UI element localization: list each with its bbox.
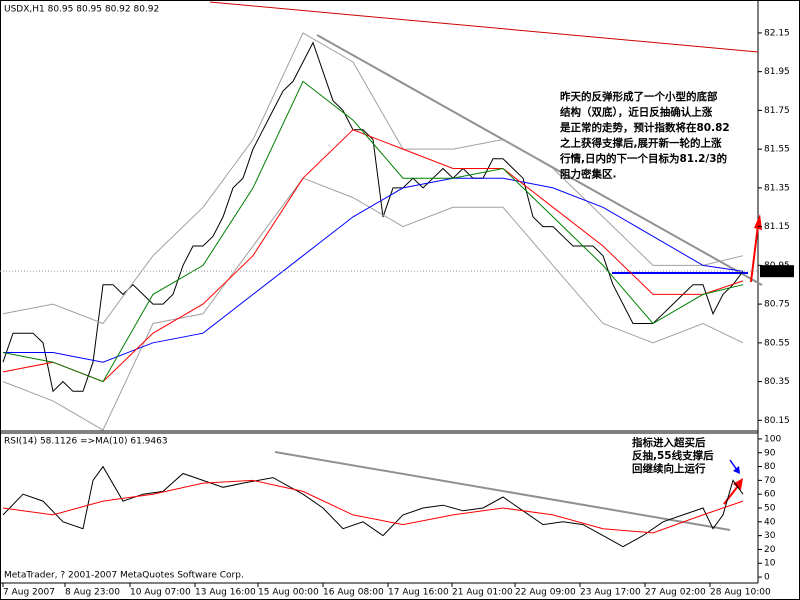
- y-tick-label: 60: [764, 490, 776, 500]
- chart-title: USDX,H1 80.95 80.95 80.92 80.92: [4, 5, 159, 15]
- y-tick-label: 20: [764, 545, 776, 555]
- y-tick-label: 10: [764, 559, 776, 569]
- y-tick-label: 81.35: [764, 183, 790, 193]
- arrow: [750, 224, 759, 283]
- arrow: [729, 459, 738, 471]
- x-tick-label: 22 Aug 09:00: [515, 588, 576, 598]
- annotation: 是正常的走势，预计指数将在80.82: [559, 121, 730, 134]
- footer: MetaTrader, ? 2001-2007 MetaQuotes Softw…: [4, 571, 244, 581]
- y-tick-label: 80.15: [764, 416, 790, 426]
- y-tick-label: 80: [764, 462, 776, 472]
- arrow-head: [754, 214, 762, 230]
- series-line: [2, 177, 744, 431]
- series-line: [2, 465, 744, 548]
- series-line: [3, 177, 744, 363]
- arrow: [723, 485, 739, 505]
- x-tick-label: 7 Aug 2007: [3, 588, 55, 598]
- x-tick-label: 28 Aug 10:00: [710, 588, 771, 598]
- x-tick-label: 8 Aug 23:00: [65, 588, 120, 598]
- x-tick-label: 15 Aug 00:00: [258, 588, 319, 598]
- y-tick-label: 80.75: [764, 300, 790, 310]
- annotation: 结构（双底），近日反抽确认上涨: [560, 106, 713, 119]
- y-tick-label: 81.95: [764, 67, 790, 77]
- annotation: 昨天的反弹形成了一个小型的底部: [560, 90, 718, 103]
- x-tick-label: 16 Aug 08:00: [323, 588, 384, 598]
- series-line: [2, 32, 744, 325]
- annotation: 阻力密集区.: [560, 168, 617, 181]
- y-tick-label: 82.15: [764, 28, 790, 38]
- x-tick-label: 23 Aug 17:00: [580, 588, 641, 598]
- trend-line: [209, 1, 759, 53]
- x-tick-label: 13 Aug 16:00: [195, 588, 256, 598]
- y-tick-label: 30: [764, 531, 776, 541]
- x-tick-label: 27 Aug 02:00: [645, 588, 706, 598]
- indicator-title: RSI(14) 58.1126 =>MA(10) 61.9463: [4, 437, 168, 447]
- annotation: 之上获得支撑后,展开新一轮的上涨: [560, 137, 722, 150]
- y-tick-label: 70: [764, 476, 776, 486]
- y-tick-label: 50: [764, 504, 776, 514]
- y-tick-label: 81.75: [764, 106, 790, 116]
- arrow-head: [733, 478, 743, 490]
- y-tick-label: 81.15: [764, 222, 790, 232]
- annotation: 指标进入超买后: [632, 436, 706, 449]
- y-tick-label: 90: [764, 448, 776, 458]
- y-tick-label: 0: [764, 573, 770, 583]
- x-tick-label: 21 Aug 01:00: [452, 588, 513, 598]
- series-line: [2, 80, 744, 383]
- y-tick-label: 80.55: [764, 338, 790, 348]
- annotation: 反抽,55线支撑后: [632, 449, 714, 462]
- last-price-label: 80.92: [762, 267, 788, 277]
- trend-line: [274, 451, 731, 531]
- arrow-head: [733, 466, 740, 474]
- last-price-box: [760, 265, 794, 278]
- y-tick-label: 40: [764, 517, 776, 527]
- series-line: [2, 129, 744, 383]
- x-tick-label: 17 Aug 16:00: [388, 588, 449, 598]
- series-line: [2, 479, 744, 534]
- y-tick-label: 100: [764, 434, 781, 444]
- annotation: 行情,日内的下一个目标为81.2/3的: [559, 152, 727, 165]
- y-tick-label: 80.35: [764, 377, 790, 387]
- y-tick-label: 81.55: [764, 145, 790, 155]
- x-tick-label: 10 Aug 07:00: [130, 588, 191, 598]
- trend-line: [316, 34, 763, 286]
- annotation: 回继续向上运行: [632, 462, 706, 475]
